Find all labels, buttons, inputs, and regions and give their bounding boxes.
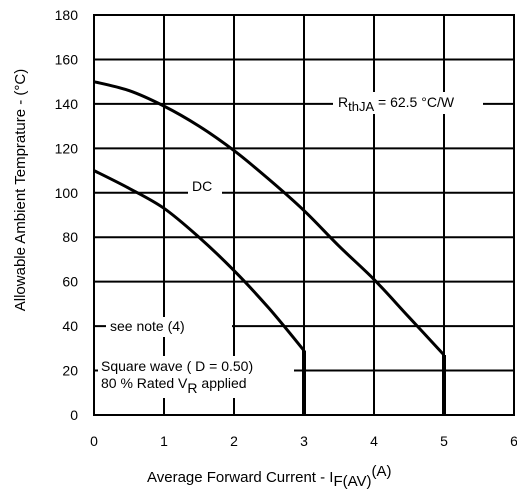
x-tick-labels: 0 1 2 3 4 5 6 xyxy=(90,433,517,449)
x-tick-label-0: 0 xyxy=(90,433,98,449)
annotation-note: see note (4) xyxy=(106,317,232,337)
limit-lines xyxy=(302,350,446,415)
x-tick-label-3: 3 xyxy=(300,433,308,449)
rthja-sub: thJA xyxy=(348,99,374,114)
x-axis-label-unit: (A) xyxy=(372,463,392,480)
square-wave-line2-b: applied xyxy=(198,375,247,391)
series-line-1 xyxy=(93,169,306,352)
y-tick-label-0: 0 xyxy=(70,407,78,423)
y-tick-label-20: 20 xyxy=(62,363,78,379)
square-wave-line1: Square wave ( D = 0.50) xyxy=(101,358,253,374)
annotation-square-wave: Square wave ( D = 0.50) 80 % Rated VR ap… xyxy=(98,356,294,398)
x-tick-label-4: 4 xyxy=(370,433,378,449)
x-axis-label-sub: F(AV) xyxy=(333,473,371,490)
x-tick-label-1: 1 xyxy=(160,433,168,449)
annotation-rthja: RthJA = 62.5 °C/W xyxy=(333,92,483,114)
square-wave-line2-a: 80 % Rated V xyxy=(101,375,188,391)
x-axis-label-main: Average Forward Current - I xyxy=(147,469,333,486)
y-tick-label-60: 60 xyxy=(62,274,78,290)
note-label: see note (4) xyxy=(110,318,185,334)
y-tick-labels: 0 20 40 60 80 100 120 140 160 180 xyxy=(55,7,79,423)
series-line-0 xyxy=(93,80,446,357)
y-tick-label-100: 100 xyxy=(55,185,79,201)
y-tick-label-80: 80 xyxy=(62,229,78,245)
y-tick-label-40: 40 xyxy=(62,318,78,334)
plot-frame xyxy=(93,14,515,416)
x-tick-label-5: 5 xyxy=(440,433,448,449)
x-axis-label: Average Forward Current - IF(AV)(A) xyxy=(147,463,392,490)
svg-text:RthJA = 62.5 °C/W: RthJA = 62.5 °C/W xyxy=(338,94,455,114)
dc-label: DC xyxy=(192,178,212,194)
x-tick-label-6: 6 xyxy=(510,433,517,449)
rthja-rest: = 62.5 °C/W xyxy=(374,94,455,110)
y-tick-label-120: 120 xyxy=(55,140,79,156)
y-tick-label-180: 180 xyxy=(55,7,79,23)
y-tick-label-140: 140 xyxy=(55,96,79,112)
series-lines xyxy=(93,80,446,357)
rthja-main: R xyxy=(338,94,348,110)
y-tick-label-160: 160 xyxy=(55,51,79,67)
y-axis-label: Allowable Ambient Temprature - (°C) xyxy=(12,69,29,311)
annotation-dc: DC xyxy=(188,176,222,196)
square-wave-line2-sub: R xyxy=(187,380,197,396)
x-tick-label-2: 2 xyxy=(230,433,238,449)
svg-text:80 % Rated VR applied: 80 % Rated VR applied xyxy=(101,375,247,396)
